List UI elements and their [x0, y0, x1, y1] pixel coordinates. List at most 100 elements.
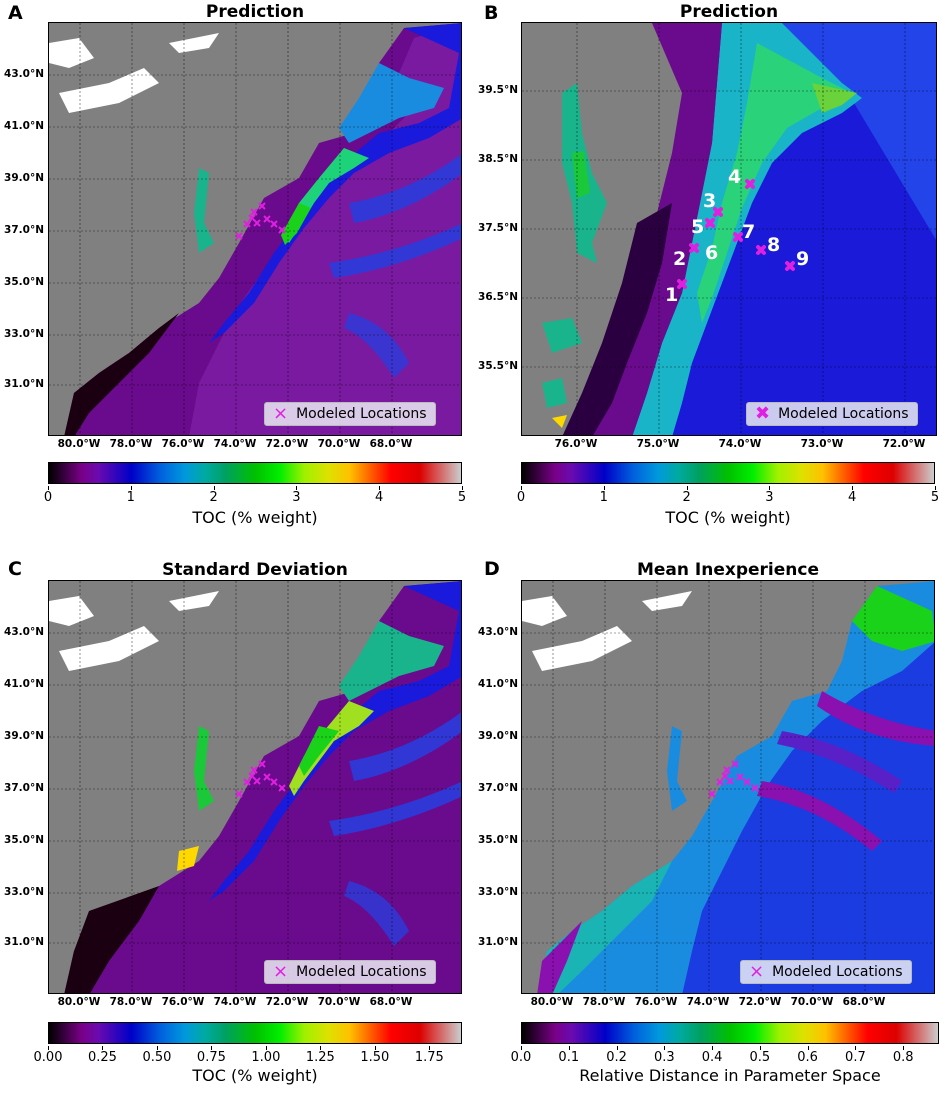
- station-label-7: 7: [742, 221, 755, 243]
- colorbar-tick-mark: [616, 1046, 618, 1050]
- colorbar-tick-mark: [759, 1046, 761, 1050]
- panel-c-lon-label: 76.0°W: [161, 996, 205, 1008]
- panel-c-map: [48, 580, 462, 994]
- modeled-location-markers-a: [235, 202, 286, 240]
- panel-d-lat-label: 41.0°N: [478, 678, 518, 690]
- colorbar-tick-label: 0.25: [87, 1050, 117, 1065]
- panel-a-lon-label: 80.0°W: [57, 438, 101, 450]
- colorbar-tick-label: 0.5: [749, 1050, 771, 1065]
- colorbar-tick-mark: [568, 1046, 570, 1050]
- station-label-3: 3: [703, 190, 716, 212]
- modeled-location-markers-b: [677, 179, 795, 289]
- colorbar-tick-mark: [211, 1046, 213, 1050]
- panel-c-lat-label: 39.0°N: [4, 730, 44, 742]
- panel-b-lon-label: 72.0°W: [882, 438, 926, 450]
- panel-a-colorbar: [48, 462, 462, 484]
- panel-c-legend-label: Modeled Locations: [296, 964, 427, 980]
- panel-d-colorbar: [521, 1022, 939, 1044]
- panel-c-lat-label: 35.0°N: [4, 834, 44, 846]
- panel-a-letter: A: [8, 2, 23, 24]
- panel-c-map-graphic: [49, 581, 461, 993]
- colorbar-tick-mark: [320, 1046, 322, 1050]
- colorbar-tick-label: 4: [375, 490, 384, 505]
- panel-b-colorbar-label: TOC (% weight): [665, 508, 791, 527]
- panel-c-lon-label: 80.0°W: [57, 996, 101, 1008]
- colorbar-tick-label: 0.50: [142, 1050, 172, 1065]
- panel-b-lat-label: 35.5°N: [478, 360, 518, 372]
- panel-b-lat-label: 38.5°N: [478, 153, 518, 165]
- colorbar-tick-label: 4: [848, 490, 857, 505]
- panel-d-lat-label: 33.0°N: [478, 886, 518, 898]
- panel-d-lat-label: 35.0°N: [478, 834, 518, 846]
- panel-d-lat-label: 37.0°N: [478, 782, 518, 794]
- colorbar-tick-label: 5: [457, 490, 467, 505]
- panel-a-title: Prediction: [205, 2, 305, 22]
- panel-c-lat-label: 37.0°N: [4, 782, 44, 794]
- panel-c-letter: C: [8, 558, 22, 580]
- panel-b-title: Prediction: [679, 2, 779, 22]
- panel-a-lat-label: 31.0°N: [4, 378, 44, 390]
- panel-c-lon-label: 74.0°W: [213, 996, 257, 1008]
- colorbar-tick-mark: [664, 1046, 666, 1050]
- colorbar-tick-mark: [769, 486, 771, 490]
- panel-a-lat-label: 43.0°N: [4, 68, 44, 80]
- panel-a-lon-label: 72.0°W: [265, 438, 309, 450]
- panel-c-lon-label: 78.0°W: [109, 996, 153, 1008]
- colorbar-tick-label: 0.2: [606, 1050, 627, 1065]
- panel-d-lat-label: 31.0°N: [478, 936, 518, 948]
- colorbar-tick-label: 0.3: [653, 1050, 675, 1065]
- station-label-6: 6: [705, 242, 718, 264]
- panel-d-lon-label: 76.0°W: [634, 996, 678, 1008]
- panel-b-map-graphic: 1 2 3 4 5 6 7 8 9: [522, 23, 936, 435]
- panel-c-lat-label: 41.0°N: [4, 678, 44, 690]
- panel-b-legend: ✖ Modeled Locations: [746, 402, 918, 426]
- panel-d-lat-label: 43.0°N: [478, 626, 518, 638]
- station-label-8: 8: [767, 234, 780, 256]
- panel-b-lon-label: 74.0°W: [718, 438, 762, 450]
- bold-x-marker-icon: ✖: [755, 403, 771, 424]
- panel-c-lat-label: 33.0°N: [4, 886, 44, 898]
- colorbar-tick-mark: [686, 486, 688, 490]
- colorbar-tick-mark: [521, 1046, 522, 1050]
- panel-b-lat-label: 37.5°N: [478, 222, 518, 234]
- panel-d-lon-label: 80.0°W: [530, 996, 574, 1008]
- panel-a-lon-label: 78.0°W: [109, 438, 153, 450]
- panel-b-lon-label: 73.0°W: [800, 438, 844, 450]
- panel-b-map: 1 2 3 4 5 6 7 8 9: [521, 22, 937, 436]
- colorbar-tick-label: 0.4: [701, 1050, 723, 1065]
- colorbar-tick-mark: [462, 486, 463, 490]
- panel-c-legend: × Modeled Locations: [264, 960, 436, 984]
- colorbar-tick-mark: [855, 1046, 857, 1050]
- colorbar-tick-label: 1.75: [414, 1050, 444, 1065]
- colorbar-tick-label: 0.1: [558, 1050, 580, 1065]
- colorbar-tick-label: 0.6: [797, 1050, 818, 1065]
- colorbar-tick-label: 0.75: [196, 1050, 226, 1065]
- station-label-1: 1: [665, 284, 678, 306]
- colorbar-tick-label: 0.0: [510, 1050, 532, 1065]
- panel-a-legend: × Modeled Locations: [264, 402, 436, 426]
- colorbar-tick-mark: [603, 486, 605, 490]
- x-marker-icon: ×: [749, 961, 765, 982]
- station-label-2: 2: [673, 248, 686, 270]
- panel-d-title: Mean Inexperience: [636, 560, 819, 580]
- colorbar-tick-mark: [807, 1046, 809, 1050]
- colorbar-tick-mark: [379, 486, 381, 490]
- colorbar-tick-mark: [296, 486, 298, 490]
- colorbar-tick-label: 1.00: [251, 1050, 281, 1065]
- station-label-4: 4: [728, 166, 741, 188]
- colorbar-tick-mark: [521, 486, 522, 490]
- panel-c-lon-label: 68.0°W: [369, 996, 413, 1008]
- colorbar-tick-label: 0.8: [892, 1050, 914, 1065]
- colorbar-tick-label: 1.25: [305, 1050, 335, 1065]
- panel-c-lat-label: 43.0°N: [4, 626, 44, 638]
- colorbar-tick-mark: [156, 1046, 158, 1050]
- panel-c-lon-label: 70.0°W: [317, 996, 361, 1008]
- panel-a-legend-label: Modeled Locations: [296, 406, 427, 422]
- colorbar-tick-label: 3: [765, 490, 774, 505]
- panel-d-lon-label: 74.0°W: [686, 996, 730, 1008]
- colorbar-tick-label: 0.7: [845, 1050, 866, 1065]
- colorbar-tick-mark: [935, 486, 936, 490]
- colorbar-tick-label: 2: [682, 490, 691, 505]
- panel-d-legend-label: Modeled Locations: [772, 964, 903, 980]
- panel-d-lon-label: 70.0°W: [790, 996, 834, 1008]
